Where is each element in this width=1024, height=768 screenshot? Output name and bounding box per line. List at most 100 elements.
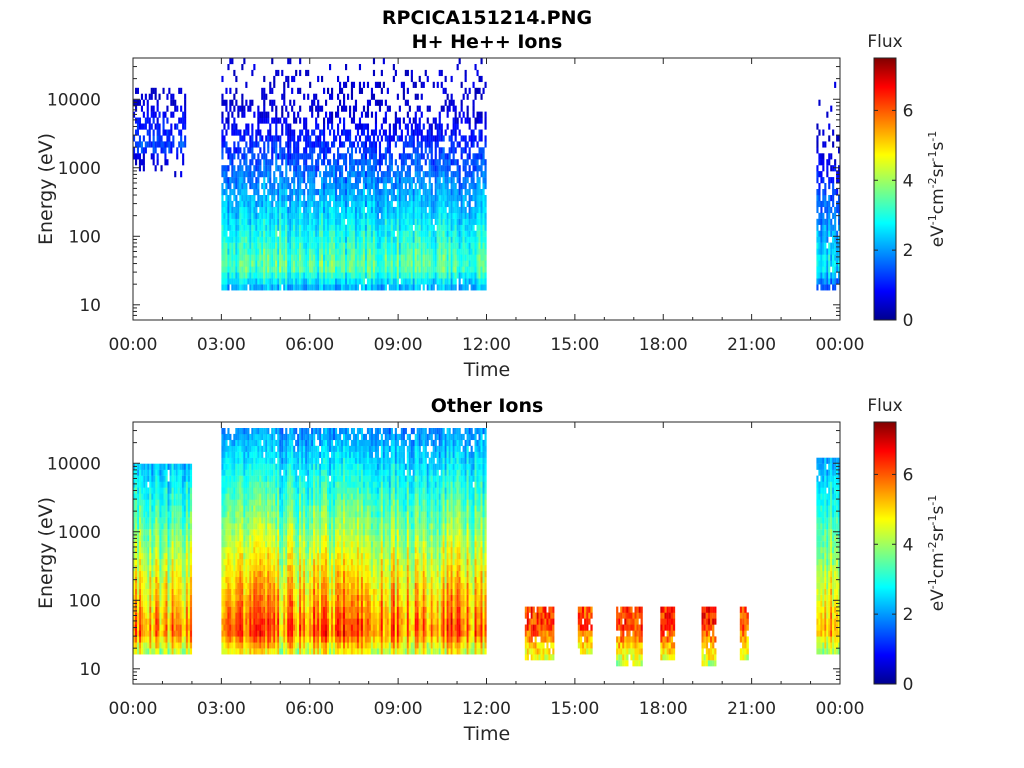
spectrogram-cell bbox=[464, 272, 467, 279]
spectrogram-cell bbox=[323, 200, 326, 208]
spectrogram-cell bbox=[416, 93, 419, 100]
spectrogram-cell bbox=[255, 165, 258, 172]
spectrogram-cell bbox=[818, 242, 821, 249]
spectrogram-cell bbox=[301, 248, 304, 255]
spectrogram-cell bbox=[257, 284, 260, 291]
spectrogram-cell bbox=[245, 159, 248, 166]
spectrogram-cell bbox=[402, 206, 405, 214]
spectrogram-cell bbox=[826, 224, 829, 231]
spectrogram-cell bbox=[446, 189, 449, 196]
spectrogram-cell bbox=[157, 547, 160, 554]
spectrogram-cell bbox=[360, 230, 364, 237]
spectrogram-cell bbox=[458, 165, 461, 172]
spectrogram-cell bbox=[285, 153, 288, 160]
spectrogram-cell bbox=[141, 523, 144, 530]
spectrogram-cell bbox=[388, 242, 391, 249]
spectrogram-cell bbox=[165, 624, 168, 631]
spectrogram-cell bbox=[140, 105, 144, 112]
spectrogram-cell bbox=[466, 284, 469, 291]
spectrogram-cell bbox=[168, 135, 171, 142]
spectrogram-cell bbox=[157, 541, 160, 548]
spectrogram-cell bbox=[271, 117, 274, 124]
spectrogram-cell bbox=[335, 278, 338, 285]
spectrogram-cell bbox=[139, 636, 142, 643]
spectrogram-cell bbox=[261, 260, 264, 267]
spectrogram-cell bbox=[319, 230, 322, 237]
spectrogram-cell bbox=[285, 177, 288, 184]
spectrogram-cell bbox=[350, 81, 354, 88]
spectrogram-cell bbox=[390, 212, 393, 219]
spectrogram-cell bbox=[179, 475, 182, 482]
spectrogram-cell bbox=[167, 576, 170, 583]
spectrogram-cell bbox=[323, 171, 326, 178]
spectrogram-cell bbox=[259, 129, 262, 136]
spectrogram-cell bbox=[241, 218, 244, 225]
spectrogram-cell bbox=[281, 69, 284, 77]
spectrogram-cell bbox=[412, 159, 415, 166]
x-axis-label: Time bbox=[463, 359, 511, 381]
spectrogram-cell bbox=[267, 206, 270, 214]
spectrogram-cell bbox=[309, 189, 312, 196]
spectrogram-cell bbox=[458, 278, 461, 285]
spectrogram-cell bbox=[378, 272, 382, 279]
x-tick-label: 18:00 bbox=[639, 335, 688, 355]
spectrogram-cell bbox=[458, 206, 461, 214]
spectrogram-cell bbox=[181, 493, 184, 500]
spectrogram-cell bbox=[145, 582, 148, 589]
spectrogram-cell bbox=[279, 189, 282, 196]
spectrogram-cell bbox=[426, 260, 429, 267]
spectrogram-cell bbox=[261, 236, 264, 243]
spectrogram-cell bbox=[147, 505, 150, 512]
spectrogram-cell bbox=[440, 224, 443, 231]
spectrogram-cell bbox=[255, 129, 258, 136]
spectrogram-cell bbox=[388, 165, 391, 172]
spectrogram-cell bbox=[269, 189, 272, 196]
spectrogram-cell bbox=[370, 129, 374, 136]
spectrogram-cell bbox=[149, 642, 152, 649]
spectrogram-cell bbox=[394, 183, 397, 190]
spectrogram-cell bbox=[143, 570, 146, 578]
spectrogram-cell bbox=[253, 189, 256, 196]
spectrogram-cell bbox=[360, 224, 364, 231]
spectrogram-cell bbox=[402, 147, 405, 154]
spectrogram-cell bbox=[370, 93, 374, 100]
spectrogram-cell bbox=[406, 129, 409, 136]
spectrogram-cell bbox=[460, 236, 463, 243]
spectrogram-cell bbox=[468, 212, 471, 219]
spectrogram-cell bbox=[824, 254, 827, 261]
spectrogram-cell bbox=[175, 481, 178, 488]
spectrogram-cell bbox=[253, 141, 256, 148]
spectrogram-cell bbox=[456, 195, 459, 202]
spectrogram-cell bbox=[163, 564, 166, 572]
spectrogram-cell bbox=[826, 159, 829, 166]
spectrogram-cell bbox=[237, 177, 240, 184]
spectrogram-cell bbox=[269, 171, 272, 178]
spectrogram-cell bbox=[141, 505, 144, 512]
spectrogram-cell bbox=[163, 612, 166, 619]
spectrogram-cell bbox=[297, 200, 300, 208]
spectrogram-cell bbox=[416, 206, 419, 214]
spectrogram-cell bbox=[832, 189, 835, 196]
spectrogram-cell bbox=[820, 206, 823, 214]
spectrogram-cell bbox=[422, 212, 425, 219]
spectrogram-cell bbox=[189, 475, 193, 482]
spectrogram-cell bbox=[360, 272, 364, 279]
spectrogram-cell bbox=[152, 147, 155, 154]
spectrogram-cell bbox=[241, 230, 244, 237]
spectrogram-cell bbox=[358, 189, 362, 196]
spectrogram-cell bbox=[414, 278, 417, 285]
spectrogram-cell bbox=[335, 206, 338, 214]
spectrogram-cell bbox=[183, 481, 186, 488]
spectrogram-cell bbox=[223, 260, 226, 267]
spectrogram-cell bbox=[151, 564, 154, 572]
spectrogram-cell bbox=[325, 266, 328, 273]
spectrogram-cell bbox=[271, 206, 274, 214]
spectrogram-cell bbox=[408, 284, 411, 291]
spectrogram-cell bbox=[362, 254, 366, 261]
spectrogram-cell bbox=[374, 81, 378, 88]
spectrogram-cell bbox=[231, 165, 234, 172]
spectrogram-cell bbox=[305, 159, 308, 166]
spectrogram-cell bbox=[400, 272, 403, 279]
spectrogram-cell bbox=[434, 183, 437, 190]
spectrogram-cell bbox=[434, 260, 437, 267]
